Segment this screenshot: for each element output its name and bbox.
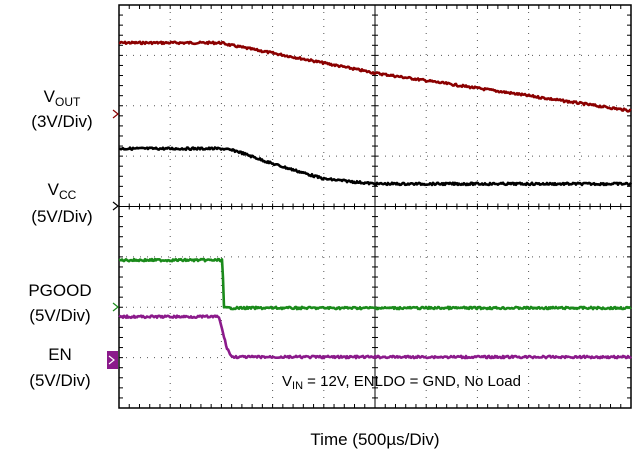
x-axis-label: Time (500µs/Div) [310,430,439,449]
pgood-trace [118,257,632,311]
vout-trace [118,40,632,113]
vcc-scale: (5V/Div) [31,207,92,226]
channel-markers [107,109,119,369]
en-marker-chevron [108,355,115,365]
pgood-label: PGOOD [28,281,91,300]
en-scale: (5V/Div) [29,371,90,390]
en-marker [107,351,118,369]
traces [118,40,633,360]
vout-label: VOUT [44,87,81,109]
vout-scale: (3V/Div) [31,112,92,131]
en-trace [118,314,632,360]
vcc-marker [112,201,119,211]
vcc-trace [118,146,633,187]
en-label: EN [48,345,72,364]
pgood-scale: (5V/Div) [29,306,90,325]
pgood-marker [112,302,119,312]
conditions-annotation: VIN = 12V, ENLDO = GND, No Load [282,373,521,392]
vout-marker [112,109,119,119]
vcc-label: VCC [48,180,77,202]
grid [118,4,632,409]
